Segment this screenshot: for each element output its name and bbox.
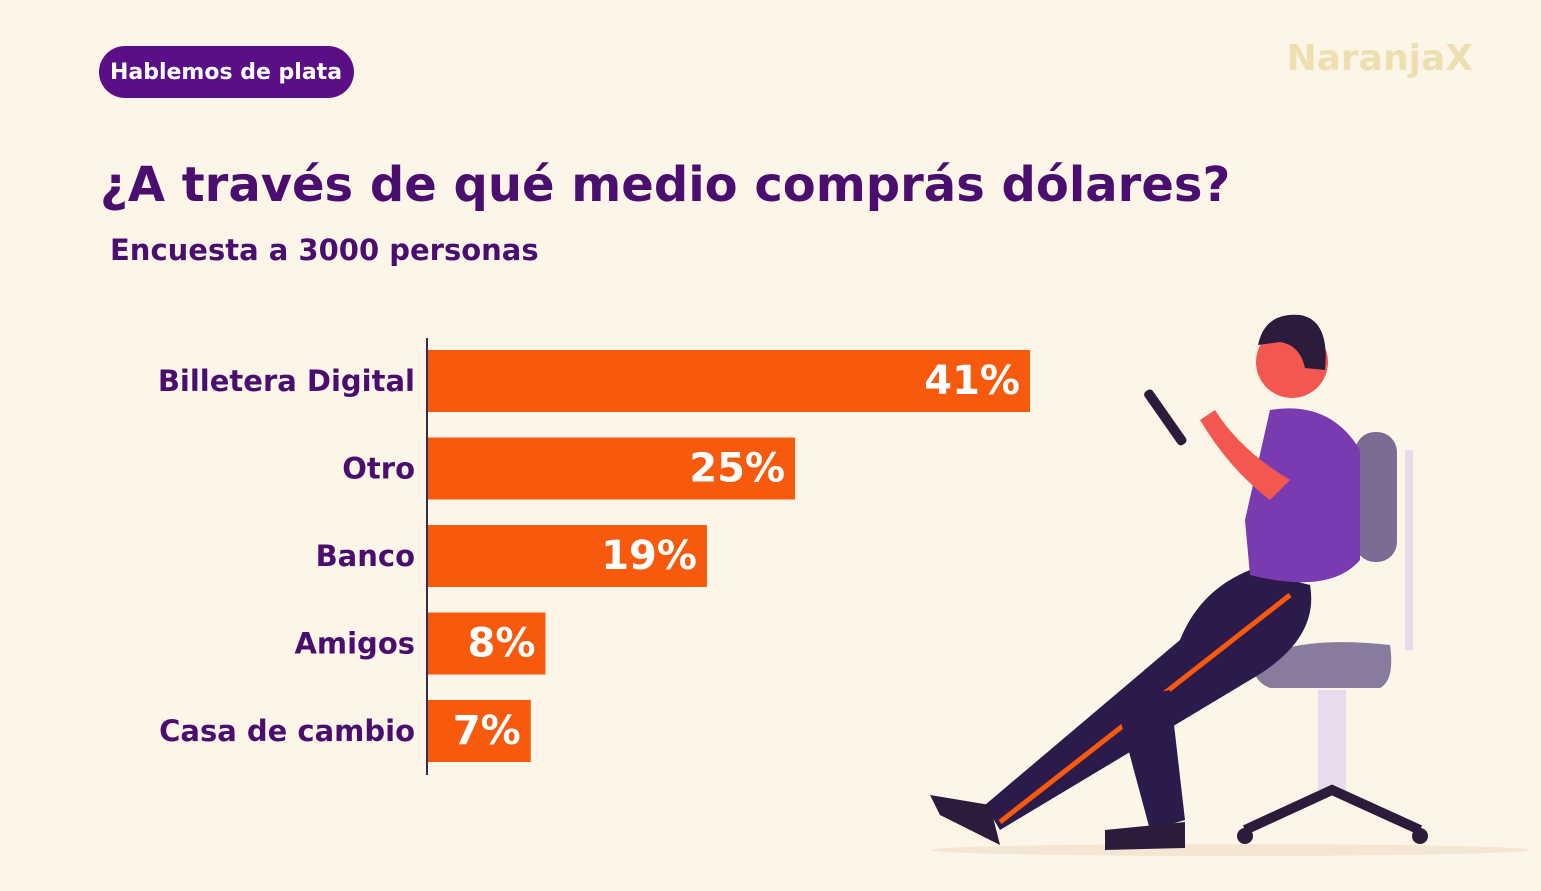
brand-logo: NaranjaX <box>1287 38 1474 79</box>
shoe <box>1105 822 1185 850</box>
illustration <box>930 314 1530 856</box>
category-label: Banco <box>316 539 415 573</box>
chair-base <box>1242 784 1423 835</box>
shoe <box>930 795 1000 845</box>
bar <box>428 350 1030 412</box>
value-label: 41% <box>924 358 1020 404</box>
value-label: 25% <box>689 446 785 492</box>
wheel <box>1237 828 1253 844</box>
category-label: Casa de cambio <box>159 714 415 748</box>
shadow <box>930 844 1530 856</box>
arm <box>1200 410 1290 500</box>
value-label: 7% <box>453 708 521 754</box>
chart-title: ¿A través de qué medio comprás dólares? <box>100 157 1230 213</box>
category-label: Otro <box>342 452 415 486</box>
bar <box>428 612 546 675</box>
bar <box>428 437 796 500</box>
badge: Hablemos de plata <box>110 60 342 85</box>
bar <box>428 700 531 762</box>
badge-pill <box>99 46 354 98</box>
leg-back <box>1115 690 1185 830</box>
chair-seat <box>1254 642 1392 688</box>
phone <box>1144 389 1187 446</box>
shirt <box>1245 408 1360 583</box>
chart-subtitle: Encuesta a 3000 personas <box>110 233 539 267</box>
value-label: 19% <box>601 533 697 579</box>
chair-column <box>1318 690 1346 790</box>
category-label: Amigos <box>294 627 415 661</box>
value-label: 8% <box>468 621 536 667</box>
chair-post <box>1405 450 1413 650</box>
hair <box>1258 314 1326 370</box>
bar <box>428 525 707 587</box>
chair-back <box>1355 432 1397 562</box>
category-label: Billetera Digital <box>158 364 415 398</box>
wheel <box>1412 828 1428 844</box>
